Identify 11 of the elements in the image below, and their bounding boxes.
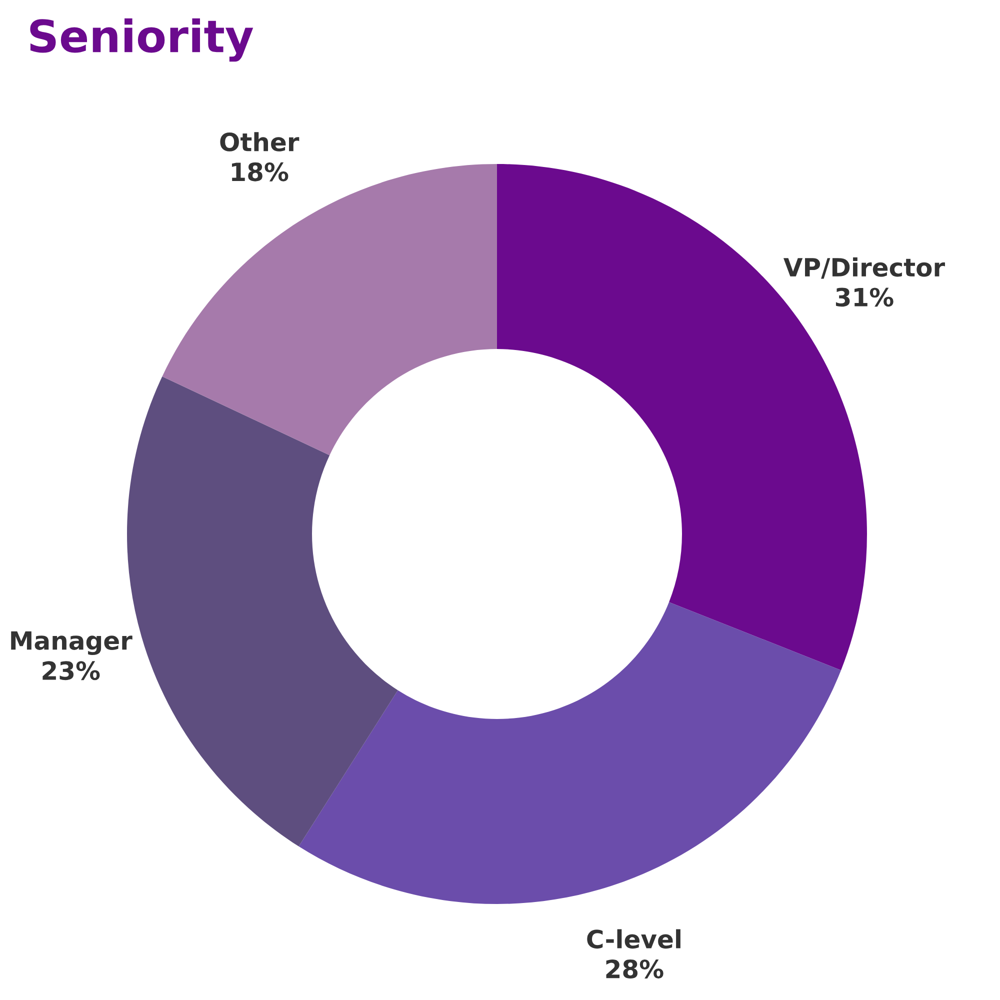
slice-label: Other (220, 132, 300, 152)
donut-slice (162, 164, 497, 456)
slice-label: VP/Director (784, 257, 945, 279)
data-label: 18% (232, 162, 288, 182)
slice-label: C-level (587, 929, 680, 949)
chart-title: Seniority (30, 18, 254, 62)
data-label: 31% (836, 288, 894, 307)
data-label: 28% (606, 960, 664, 978)
slice-label: Manager (11, 631, 132, 656)
donut-slice (298, 602, 842, 904)
data-label: 23% (42, 661, 100, 680)
